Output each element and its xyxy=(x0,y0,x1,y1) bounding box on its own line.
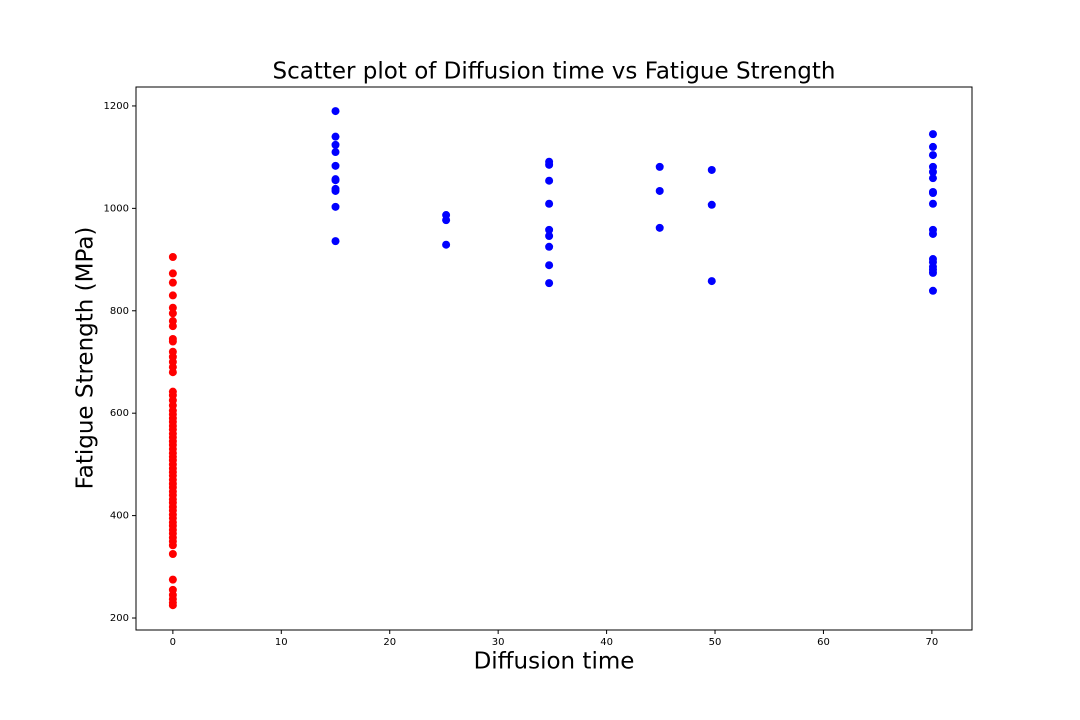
chart-title: Scatter plot of Diffusion time vs Fatigu… xyxy=(273,59,836,85)
x-axis-label: Diffusion time xyxy=(474,649,635,675)
point xyxy=(168,253,177,262)
x-tick-label: 0 xyxy=(170,637,176,648)
point xyxy=(545,279,554,288)
point xyxy=(707,200,716,209)
point xyxy=(331,176,340,185)
y-axis-label: Fatigue Strength (MPa) xyxy=(73,227,99,490)
point xyxy=(545,232,554,241)
point xyxy=(545,160,554,169)
point xyxy=(655,223,664,232)
point xyxy=(168,309,177,318)
point xyxy=(928,286,937,295)
point xyxy=(655,186,664,195)
point xyxy=(168,291,177,300)
point xyxy=(545,261,554,270)
y-tick-label: 800 xyxy=(110,306,129,317)
point xyxy=(707,165,716,174)
point xyxy=(707,277,716,286)
plot-frame xyxy=(135,86,973,631)
point xyxy=(928,151,937,160)
point xyxy=(928,268,937,277)
point xyxy=(331,132,340,141)
x-tick-label: 40 xyxy=(600,637,613,648)
y-tick-label: 1200 xyxy=(104,101,129,112)
point xyxy=(168,368,177,377)
point xyxy=(928,188,937,197)
y-tick-label: 1000 xyxy=(104,203,129,214)
point xyxy=(331,237,340,246)
point xyxy=(442,240,451,249)
x-tick-label: 60 xyxy=(817,637,830,648)
x-tick-label: 50 xyxy=(709,637,722,648)
point xyxy=(928,142,937,151)
point xyxy=(545,225,554,234)
point xyxy=(331,140,340,149)
point xyxy=(545,242,554,251)
point xyxy=(928,130,937,139)
x-tick-label: 10 xyxy=(275,637,288,648)
point xyxy=(331,161,340,170)
point xyxy=(331,186,340,195)
point xyxy=(928,174,937,183)
point xyxy=(168,278,177,287)
point xyxy=(655,162,664,171)
point xyxy=(168,269,177,278)
point xyxy=(545,176,554,185)
point xyxy=(168,322,177,331)
point xyxy=(168,337,177,346)
point xyxy=(168,601,177,610)
point xyxy=(545,199,554,208)
y-tick-label: 200 xyxy=(110,613,129,624)
point xyxy=(928,199,937,208)
y-tick-label: 400 xyxy=(110,511,129,522)
point xyxy=(928,229,937,238)
point xyxy=(331,148,340,157)
point xyxy=(442,216,451,225)
x-tick-label: 70 xyxy=(926,637,939,648)
point xyxy=(168,541,177,550)
point xyxy=(331,107,340,116)
x-tick-label: 20 xyxy=(383,637,396,648)
x-tick-label: 30 xyxy=(492,637,505,648)
y-tick-label: 600 xyxy=(110,408,129,419)
point xyxy=(331,202,340,211)
point xyxy=(168,575,177,584)
point xyxy=(168,303,177,312)
point xyxy=(168,550,177,559)
point xyxy=(928,168,937,177)
